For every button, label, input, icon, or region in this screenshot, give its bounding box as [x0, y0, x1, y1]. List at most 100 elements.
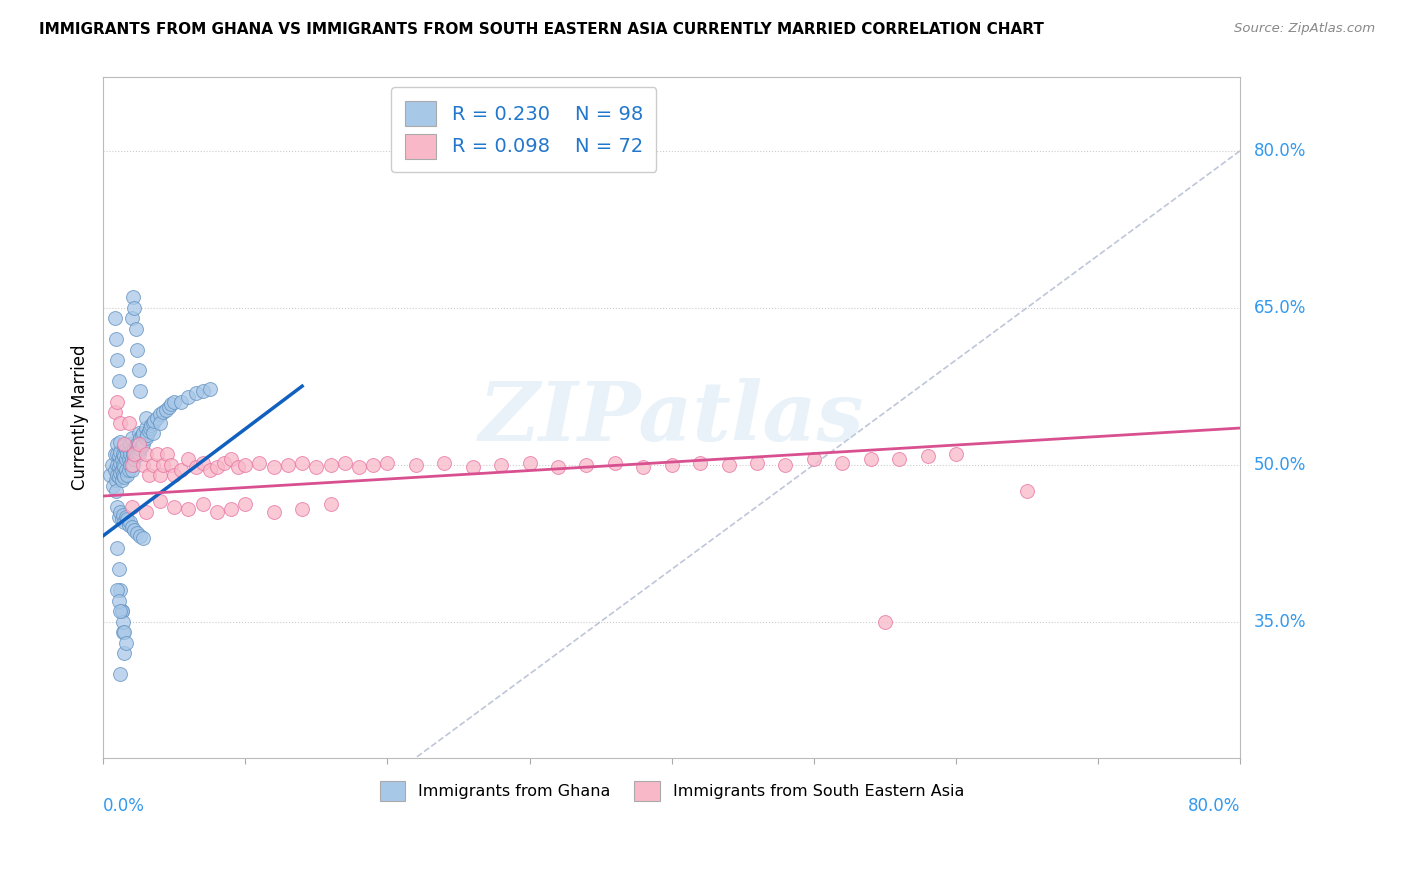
- Point: [661, 458, 683, 472]
- Point: [125, 450, 148, 464]
- Point: [831, 456, 853, 470]
- Point: [121, 458, 143, 472]
- Point: [112, 468, 135, 483]
- Point: [128, 436, 150, 450]
- Point: [132, 531, 155, 545]
- Point: [104, 332, 127, 346]
- Point: [191, 384, 214, 399]
- Point: [118, 452, 141, 467]
- Point: [112, 508, 135, 522]
- Point: [603, 456, 626, 470]
- Point: [191, 456, 214, 470]
- Point: [347, 459, 370, 474]
- Point: [120, 515, 142, 529]
- Point: [129, 529, 152, 543]
- Point: [107, 470, 129, 484]
- Point: [105, 395, 128, 409]
- Point: [105, 458, 128, 472]
- Point: [887, 452, 910, 467]
- Point: [125, 321, 148, 335]
- Point: [112, 447, 135, 461]
- Point: [131, 428, 153, 442]
- Point: [129, 442, 152, 456]
- Point: [105, 541, 128, 556]
- Point: [105, 468, 128, 483]
- Point: [115, 452, 138, 467]
- Point: [142, 458, 165, 472]
- Point: [124, 301, 146, 315]
- Point: [1015, 483, 1038, 498]
- Point: [163, 500, 186, 514]
- Point: [107, 510, 129, 524]
- Point: [114, 515, 136, 529]
- Point: [110, 512, 132, 526]
- Point: [105, 436, 128, 450]
- Point: [138, 468, 160, 483]
- Point: [114, 646, 136, 660]
- Text: 65.0%: 65.0%: [1254, 299, 1306, 317]
- Point: [105, 583, 128, 598]
- Point: [177, 452, 200, 467]
- Point: [689, 456, 711, 470]
- Point: [155, 403, 177, 417]
- Point: [107, 562, 129, 576]
- Y-axis label: Currently Married: Currently Married: [72, 345, 89, 491]
- Point: [118, 442, 141, 456]
- Point: [146, 410, 169, 425]
- Point: [157, 400, 180, 414]
- Point: [104, 474, 127, 488]
- Point: [120, 436, 142, 450]
- Point: [198, 382, 221, 396]
- Point: [100, 458, 122, 472]
- Point: [361, 458, 384, 472]
- Point: [163, 468, 186, 483]
- Point: [124, 447, 146, 461]
- Point: [138, 424, 160, 438]
- Point: [101, 478, 124, 492]
- Point: [305, 459, 328, 474]
- Point: [108, 416, 131, 430]
- Point: [177, 501, 200, 516]
- Point: [160, 458, 183, 472]
- Point: [263, 459, 285, 474]
- Point: [405, 458, 427, 472]
- Point: [873, 615, 896, 629]
- Point: [121, 432, 143, 446]
- Point: [108, 604, 131, 618]
- Point: [127, 436, 149, 450]
- Point: [115, 510, 138, 524]
- Point: [717, 458, 740, 472]
- Point: [128, 363, 150, 377]
- Point: [152, 405, 174, 419]
- Text: IMMIGRANTS FROM GHANA VS IMMIGRANTS FROM SOUTH EASTERN ASIA CURRENTLY MARRIED CO: IMMIGRANTS FROM GHANA VS IMMIGRANTS FROM…: [39, 22, 1045, 37]
- Point: [132, 426, 155, 441]
- Point: [377, 456, 399, 470]
- Point: [219, 501, 242, 516]
- Point: [114, 439, 136, 453]
- Point: [152, 458, 174, 472]
- Point: [115, 442, 138, 456]
- Point: [122, 290, 145, 304]
- Point: [110, 452, 132, 467]
- Point: [127, 343, 149, 357]
- Point: [118, 518, 141, 533]
- Legend: Immigrants from Ghana, Immigrants from South Eastern Asia: Immigrants from Ghana, Immigrants from S…: [373, 774, 970, 807]
- Point: [205, 459, 228, 474]
- Point: [141, 417, 163, 432]
- Point: [132, 458, 155, 472]
- Point: [184, 386, 207, 401]
- Point: [125, 439, 148, 453]
- Text: Source: ZipAtlas.com: Source: ZipAtlas.com: [1234, 22, 1375, 36]
- Point: [128, 426, 150, 441]
- Point: [146, 447, 169, 461]
- Point: [124, 523, 146, 537]
- Point: [129, 432, 152, 446]
- Point: [114, 459, 136, 474]
- Point: [115, 463, 138, 477]
- Point: [114, 470, 136, 484]
- Point: [107, 374, 129, 388]
- Point: [433, 456, 456, 470]
- Point: [121, 520, 143, 534]
- Point: [105, 500, 128, 514]
- Point: [143, 414, 166, 428]
